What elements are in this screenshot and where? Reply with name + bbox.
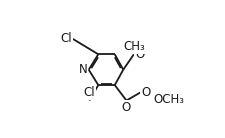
Text: O: O: [121, 101, 130, 114]
Text: Cl: Cl: [60, 32, 71, 45]
Text: O: O: [141, 86, 150, 99]
Text: N: N: [78, 63, 87, 76]
Text: CH₃: CH₃: [122, 40, 144, 53]
Text: Cl: Cl: [83, 86, 95, 99]
Text: O: O: [134, 48, 144, 61]
Text: OCH₃: OCH₃: [152, 93, 183, 107]
